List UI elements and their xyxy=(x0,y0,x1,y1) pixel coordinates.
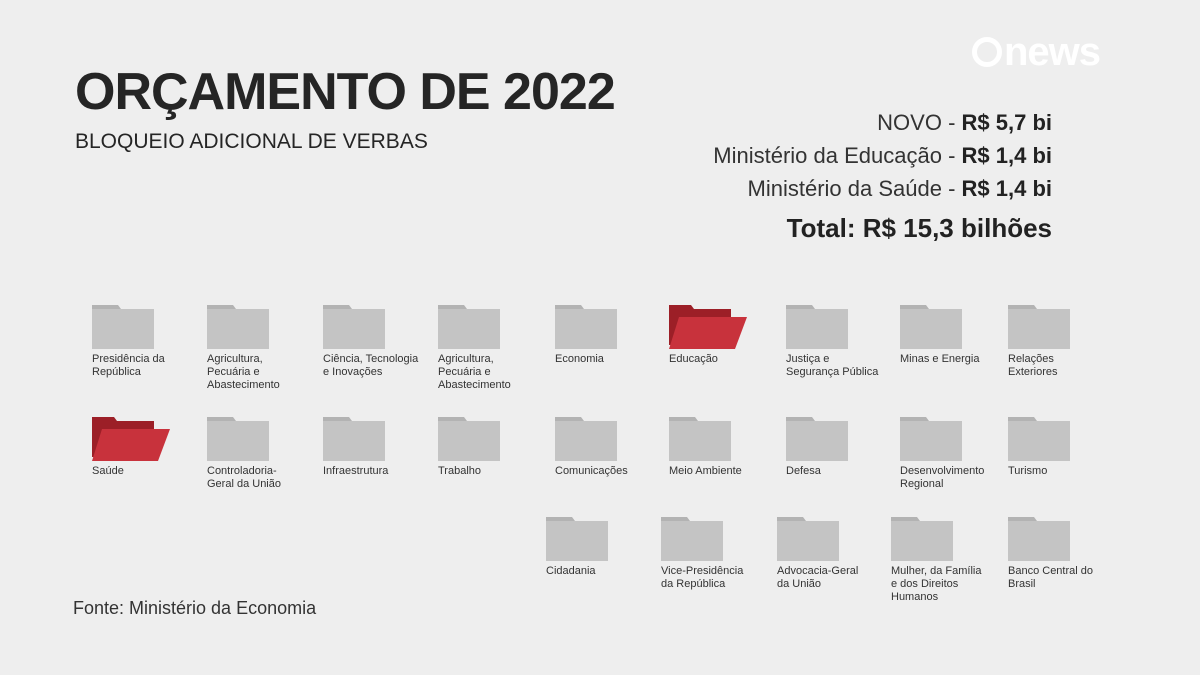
ministry-folder: Desenvolvimento Regional xyxy=(900,417,1000,491)
folder-icon xyxy=(555,305,617,349)
ministry-folder-label: Comunicações xyxy=(555,465,628,477)
ministry-folder-label: Advocacia-Geral da União xyxy=(777,565,859,590)
ministry-folder: Presidência da República xyxy=(92,305,192,379)
ministry-folder-label: Defesa xyxy=(786,465,821,477)
ministry-folder: Meio Ambiente xyxy=(669,417,769,478)
ministry-folder: Agricultura, Pecuária e Abastecimento xyxy=(438,305,538,392)
ministry-folder-label: Justiça e Segurança Pública xyxy=(786,353,879,378)
folder-icon xyxy=(900,305,962,349)
summary-panel: NOVO - R$ 5,7 bi Ministério da Educação … xyxy=(713,106,1052,244)
ministry-folder: Economia xyxy=(555,305,655,366)
summary-label: NOVO - xyxy=(877,110,962,135)
ministry-folder-label: Agricultura, Pecuária e Abastecimento xyxy=(438,353,511,391)
ministry-folder: Saúde xyxy=(92,417,192,478)
summary-value: R$ 1,4 bi xyxy=(961,143,1052,168)
ministry-folder: Infraestrutura xyxy=(323,417,423,478)
ministry-folder: Ciência, Tecnologia e Inovações xyxy=(323,305,423,379)
ministry-folder-label: Controladoria-Geral da União xyxy=(207,465,281,490)
ministry-folder-label: Minas e Energia xyxy=(900,353,980,365)
ministry-folder: Banco Central do Brasil xyxy=(1008,517,1108,591)
page-title: ORÇAMENTO DE 2022 xyxy=(75,63,616,121)
ministry-folder-label: Meio Ambiente xyxy=(669,465,742,477)
ministry-folder-label: Agricultura, Pecuária e Abastecimento xyxy=(207,353,280,391)
ministry-folder: Vice-Presidência da República xyxy=(661,517,761,591)
folder-icon xyxy=(777,517,839,561)
folder-icon xyxy=(207,417,269,461)
ministry-folder: Turismo xyxy=(1008,417,1108,478)
summary-total: Total: R$ 15,3 bilhões xyxy=(786,213,1052,243)
ministry-folder-label: Educação xyxy=(669,353,718,365)
ministry-folder: Minas e Energia xyxy=(900,305,1000,366)
channel-logo: news xyxy=(972,30,1101,74)
ministry-folder: Agricultura, Pecuária e Abastecimento xyxy=(207,305,307,392)
ministry-folder-label: Ciência, Tecnologia e Inovações xyxy=(323,353,419,378)
ministry-folder-label: Turismo xyxy=(1008,465,1048,477)
source-note: Fonte: Ministério da Economia xyxy=(73,598,317,618)
open-folder-icon xyxy=(669,305,747,349)
ministry-folder-label: Cidadania xyxy=(546,565,596,577)
logo-text: news xyxy=(1004,30,1101,74)
folder-icon xyxy=(786,417,848,461)
folder-icon xyxy=(438,305,500,349)
summary-label: Ministério da Saúde - xyxy=(747,176,962,201)
folder-icon xyxy=(661,517,723,561)
ministry-folder: Controladoria-Geral da União xyxy=(207,417,307,491)
folder-icon xyxy=(891,517,953,561)
ministry-folder: Trabalho xyxy=(438,417,538,478)
ministry-folder-label: Desenvolvimento Regional xyxy=(900,465,985,490)
folder-icon xyxy=(1008,305,1070,349)
ministry-folder-label: Banco Central do Brasil xyxy=(1008,565,1093,590)
folder-icon xyxy=(438,417,500,461)
ministry-folder: Relações Exteriores xyxy=(1008,305,1108,379)
folder-icon xyxy=(323,305,385,349)
globo-logo-icon xyxy=(972,37,1002,67)
page-subtitle: BLOQUEIO ADICIONAL DE VERBAS xyxy=(75,130,428,153)
folder-icon xyxy=(1008,417,1070,461)
summary-line-educacao: Ministério da Educação - R$ 1,4 bi xyxy=(713,139,1052,172)
ministry-folder-label: Presidência da República xyxy=(92,353,165,378)
folder-icon xyxy=(207,305,269,349)
ministry-folder: Educação xyxy=(669,305,769,366)
ministry-folder-label: Infraestrutura xyxy=(323,465,389,477)
folder-icon xyxy=(323,417,385,461)
ministry-folder-label: Saúde xyxy=(92,465,124,477)
ministry-folder: Comunicações xyxy=(555,417,655,478)
summary-line-saude: Ministério da Saúde - R$ 1,4 bi xyxy=(713,172,1052,205)
folder-icon xyxy=(92,305,154,349)
folder-icon xyxy=(555,417,617,461)
folder-icon xyxy=(900,417,962,461)
folder-icon xyxy=(1008,517,1070,561)
ministry-folder-label: Vice-Presidência da República xyxy=(661,565,744,590)
summary-line-novo: NOVO - R$ 5,7 bi xyxy=(713,106,1052,139)
ministry-folder: Defesa xyxy=(786,417,886,478)
ministry-folder-label: Mulher, da Família e dos Direitos Humano… xyxy=(891,565,982,603)
open-folder-icon xyxy=(92,417,170,461)
folder-icon xyxy=(669,417,731,461)
ministry-folder: Advocacia-Geral da União xyxy=(777,517,877,591)
ministry-folder-label: Economia xyxy=(555,353,604,365)
ministry-folder-label: Relações Exteriores xyxy=(1008,353,1058,378)
ministry-folder: Cidadania xyxy=(546,517,646,578)
folder-icon xyxy=(546,517,608,561)
ministry-folder: Mulher, da Família e dos Direitos Humano… xyxy=(891,517,991,604)
folder-icon xyxy=(786,305,848,349)
ministry-folder: Justiça e Segurança Pública xyxy=(786,305,886,379)
ministry-folder-label: Trabalho xyxy=(438,465,482,477)
summary-value: R$ 1,4 bi xyxy=(961,176,1052,201)
summary-label: Ministério da Educação - xyxy=(713,143,962,168)
summary-value: R$ 5,7 bi xyxy=(961,110,1052,135)
